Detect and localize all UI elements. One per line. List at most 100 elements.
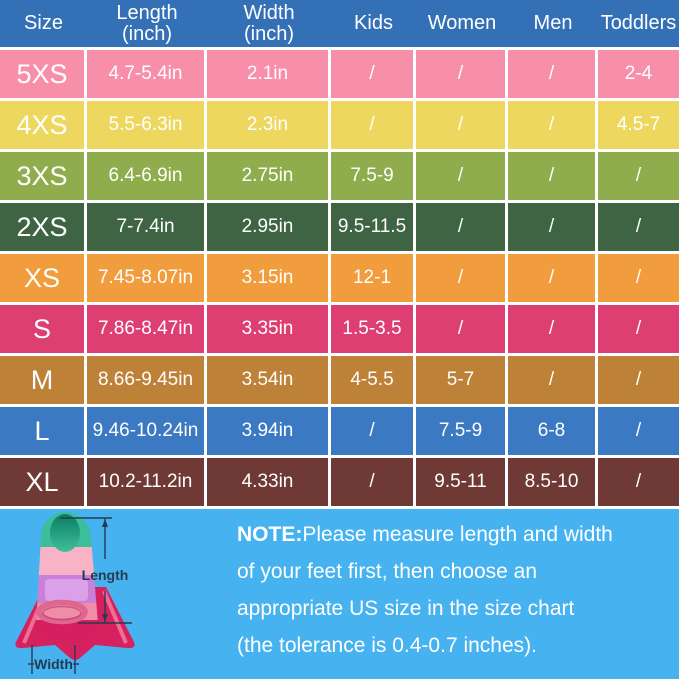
fin-illustration: Length Width (15, 512, 135, 674)
table-cell-kids: / (331, 407, 416, 455)
table-cell-width: 2.75in (207, 152, 331, 200)
column-header-length: Length (inch) (87, 0, 207, 47)
table-cell-women: / (416, 152, 508, 200)
size-chart-table: Size Length (inch) Width (inch) Kids Wom… (0, 0, 679, 509)
table-row-5xs: 5XS 4.7-5.4in 2.1in / / / 2-4 (0, 50, 679, 101)
row-size-label: S (0, 305, 87, 353)
note-text: NOTE:Please measure length and width of … (230, 509, 679, 679)
table-cell-toddlers: / (598, 152, 679, 200)
table-cell-kids: 9.5-11.5 (331, 203, 416, 251)
table-cell-length: 7.45-8.07in (87, 254, 207, 302)
table-cell-kids: 7.5-9 (331, 152, 416, 200)
table-cell-men: 6-8 (508, 407, 598, 455)
column-header-men: Men (533, 12, 573, 34)
column-header-women: Women (427, 12, 497, 34)
column-header-kids: Kids (354, 12, 393, 34)
table-cell-kids: / (331, 101, 416, 149)
table-cell-width: 3.35in (207, 305, 331, 353)
table-cell-kids: 1.5-3.5 (331, 305, 416, 353)
note-line-4: (the tolerance is 0.4-0.7 inches). (237, 634, 537, 657)
table-row-m: M 8.66-9.45in 3.54in 4-5.5 5-7 / / (0, 356, 679, 407)
column-header-width-line1: Width (243, 1, 295, 24)
table-cell-length: 10.2-11.2in (87, 458, 207, 506)
table-cell-length: 7-7.4in (87, 203, 207, 251)
row-size-label: M (0, 356, 87, 404)
table-cell-length: 6.4-6.9in (87, 152, 207, 200)
length-dimension-lines (60, 517, 132, 624)
row-size-label: XL (0, 458, 87, 506)
column-header-width: Width (inch) (207, 0, 331, 47)
table-cell-men: 8.5-10 (508, 458, 598, 506)
table-cell-women: 5-7 (416, 356, 508, 404)
table-row-s: S 7.86-8.47in 3.35in 1.5-3.5 / / / (0, 305, 679, 356)
table-cell-width: 2.95in (207, 203, 331, 251)
row-size-label: 2XS (0, 203, 87, 251)
fin-heel-opening (36, 599, 88, 625)
column-header-length-line2: (inch) (121, 22, 172, 45)
table-cell-men: / (508, 50, 598, 98)
width-dimension-lines (28, 645, 79, 674)
table-cell-toddlers: 4.5-7 (598, 101, 679, 149)
note-line-3: appropriate US size in the size chart (237, 597, 575, 620)
table-cell-width: 3.94in (207, 407, 331, 455)
table-cell-women: / (416, 203, 508, 251)
table-cell-length: 5.5-6.3in (87, 101, 207, 149)
table-cell-kids: / (331, 458, 416, 506)
column-header-length-line1: Length (116, 1, 178, 24)
note-section: Length Width NOTE:Please measure length … (0, 509, 679, 679)
fin-measurement-diagram: Length Width (0, 509, 230, 679)
table-cell-kids: / (331, 50, 416, 98)
width-label: Width (34, 656, 73, 672)
table-cell-men: / (508, 101, 598, 149)
table-cell-toddlers: / (598, 458, 679, 506)
table-cell-women: / (416, 50, 508, 98)
fin-toe-opening (50, 514, 80, 552)
note-line-1: NOTE:Please measure length and width (237, 523, 613, 546)
table-cell-women: 7.5-9 (416, 407, 508, 455)
table-row-4xs: 4XS 5.5-6.3in 2.3in / / / 4.5-7 (0, 101, 679, 152)
table-cell-toddlers: / (598, 254, 679, 302)
row-size-label: L (0, 407, 87, 455)
row-size-label: XS (0, 254, 87, 302)
table-cell-toddlers: / (598, 356, 679, 404)
table-cell-women: 9.5-11 (416, 458, 508, 506)
table-header-row: Size Length (inch) Width (inch) Kids Wom… (0, 0, 679, 50)
table-cell-toddlers: / (598, 305, 679, 353)
length-label: Length (82, 567, 129, 583)
table-cell-toddlers: 2-4 (598, 50, 679, 98)
note-label: NOTE: (237, 523, 303, 546)
table-cell-width: 2.3in (207, 101, 331, 149)
table-row-xl: XL 10.2-11.2in 4.33in / 9.5-11 8.5-10 / (0, 458, 679, 509)
table-row-2xs: 2XS 7-7.4in 2.95in 9.5-11.5 / / / (0, 203, 679, 254)
column-header-width-line2: (inch) (243, 22, 294, 45)
table-cell-men: / (508, 254, 598, 302)
table-row-l: L 9.46-10.24in 3.94in / 7.5-9 6-8 / (0, 407, 679, 458)
table-cell-toddlers: / (598, 407, 679, 455)
table-cell-women: / (416, 254, 508, 302)
table-cell-kids: 12-1 (331, 254, 416, 302)
row-size-label: 3XS (0, 152, 87, 200)
column-header-size: Size (24, 12, 63, 34)
column-header-toddlers: Toddlers (600, 12, 677, 34)
table-cell-length: 8.66-9.45in (87, 356, 207, 404)
table-cell-women: / (416, 101, 508, 149)
table-cell-length: 7.86-8.47in (87, 305, 207, 353)
table-cell-width: 3.15in (207, 254, 331, 302)
table-row-3xs: 3XS 6.4-6.9in 2.75in 7.5-9 / / / (0, 152, 679, 203)
table-cell-width: 4.33in (207, 458, 331, 506)
table-cell-length: 4.7-5.4in (87, 50, 207, 98)
table-cell-width: 3.54in (207, 356, 331, 404)
row-size-label: 5XS (0, 50, 87, 98)
table-cell-men: / (508, 305, 598, 353)
note-line-2: of your feet first, then choose an (237, 560, 538, 583)
table-cell-length: 9.46-10.24in (87, 407, 207, 455)
row-size-label: 4XS (0, 101, 87, 149)
table-cell-men: / (508, 356, 598, 404)
table-cell-women: / (416, 305, 508, 353)
table-row-xs: XS 7.45-8.07in 3.15in 12-1 / / / (0, 254, 679, 305)
table-cell-kids: 4-5.5 (331, 356, 416, 404)
table-cell-men: / (508, 203, 598, 251)
table-cell-men: / (508, 152, 598, 200)
table-cell-width: 2.1in (207, 50, 331, 98)
